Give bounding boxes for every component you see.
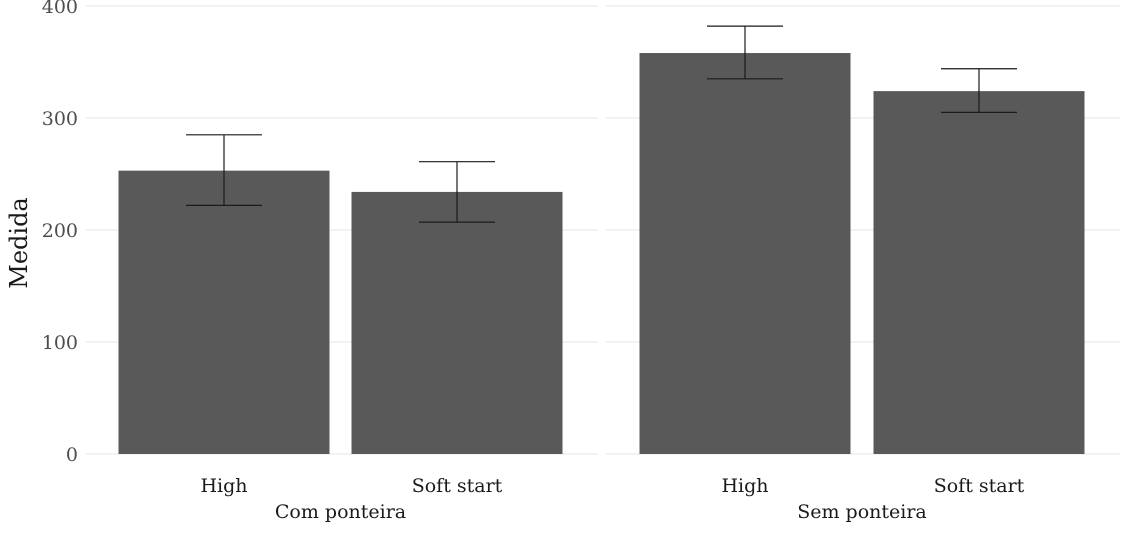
panel-label: Sem ponteira — [797, 501, 927, 523]
panel-label: Com ponteira — [275, 501, 406, 523]
bar — [639, 53, 851, 454]
x-tick-label: High — [721, 475, 768, 497]
bar — [118, 170, 330, 454]
bar — [351, 191, 563, 455]
x-tick-label: Soft start — [412, 475, 503, 497]
y-axis-label: Medida — [5, 197, 33, 289]
y-tick-label: 0 — [66, 444, 78, 466]
y-tick-label: 100 — [42, 332, 78, 354]
y-tick-label: 300 — [42, 108, 78, 130]
error-bar-layer — [186, 25, 1017, 223]
x-tick-label: Soft start — [934, 475, 1025, 497]
y-tick-label: 200 — [42, 220, 78, 242]
bar-layer — [118, 53, 1085, 455]
y-tick-label: 400 — [42, 0, 78, 18]
x-tick-label: High — [200, 475, 247, 497]
label-layer: 0 100 200 300 400 High Soft start Com ponteira H… — [42, 0, 1025, 523]
bar — [873, 91, 1085, 455]
